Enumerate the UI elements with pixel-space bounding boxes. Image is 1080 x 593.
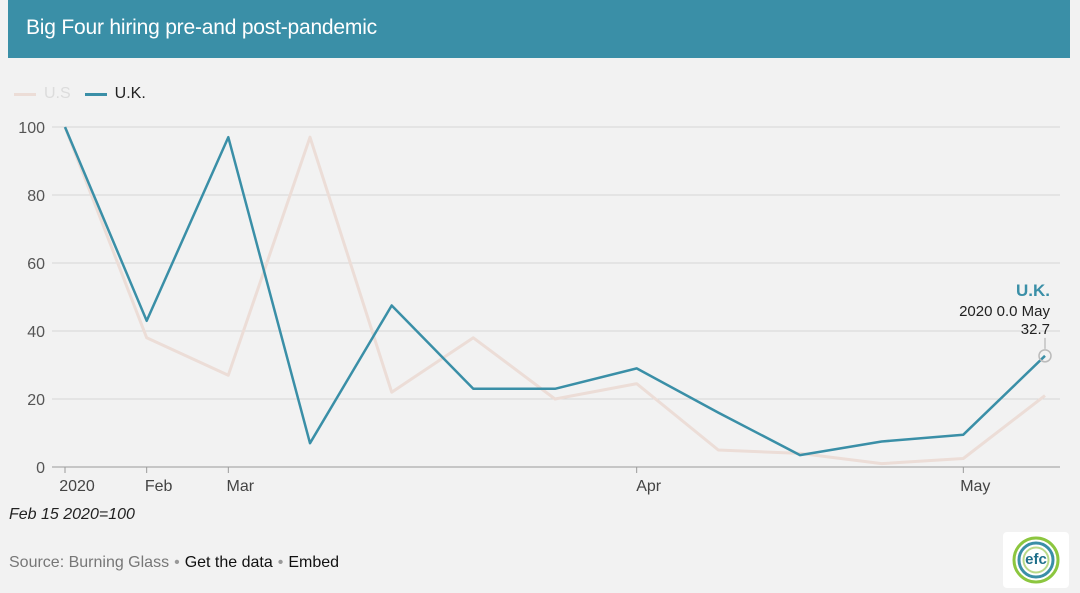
y-tick-label: 60 (27, 256, 45, 273)
legend: U.S U.K. (14, 84, 160, 104)
legend-item-us[interactable]: U.S (14, 84, 71, 104)
logo-text: efc (1025, 551, 1047, 568)
legend-swatch-uk (84, 92, 107, 96)
tooltip-series-name: U.K. (1016, 281, 1050, 300)
highlight-point (1038, 349, 1052, 363)
y-tick-label: 100 (18, 120, 45, 137)
embed-link[interactable]: Embed (288, 554, 340, 571)
footer-separator: • (277, 554, 284, 571)
footer: Source: Burning Glass • Get the data • Embed (9, 554, 339, 572)
tooltip-value: 32.7 (1021, 321, 1050, 338)
series-line-us (63, 126, 1046, 466)
source-text: Source: Burning Glass (9, 554, 170, 571)
x-tick-label: 2020 (59, 478, 95, 495)
x-tick-label: May (960, 478, 990, 495)
legend-label-uk: U.K. (114, 85, 146, 102)
efc-logo: efc (1003, 532, 1069, 588)
y-tick-label: 0 (36, 460, 45, 477)
chart-title: Big Four hiring pre-and post-pandemic (26, 16, 377, 39)
line-chart: 0 20 40 60 80 100 2020 Feb Mar Apr May U.K. 2020 0.0… (18, 120, 1060, 495)
x-tick-label: Mar (227, 478, 255, 495)
efc-logo-icon (1012, 536, 1060, 584)
legend-label-us: U.S (44, 85, 71, 102)
x-tick-label: Apr (636, 478, 662, 495)
x-tick-label: Feb (145, 478, 173, 495)
base-note: Feb 15 2020=100 (9, 506, 135, 523)
series-line-uk (63, 126, 1046, 457)
y-tick-label: 80 (27, 188, 45, 205)
legend-item-uk[interactable]: U.K. (84, 84, 146, 104)
chart-header: Big Four hiring pre-and post-pandemic (8, 0, 1070, 58)
legend-swatch-us (14, 92, 36, 96)
tooltip-label: 2020 0.0 May (959, 303, 1050, 320)
y-tick-label: 40 (27, 324, 45, 341)
get-data-link[interactable]: Get the data (184, 554, 273, 571)
y-tick-label: 20 (27, 392, 45, 409)
footer-separator: • (174, 554, 180, 571)
